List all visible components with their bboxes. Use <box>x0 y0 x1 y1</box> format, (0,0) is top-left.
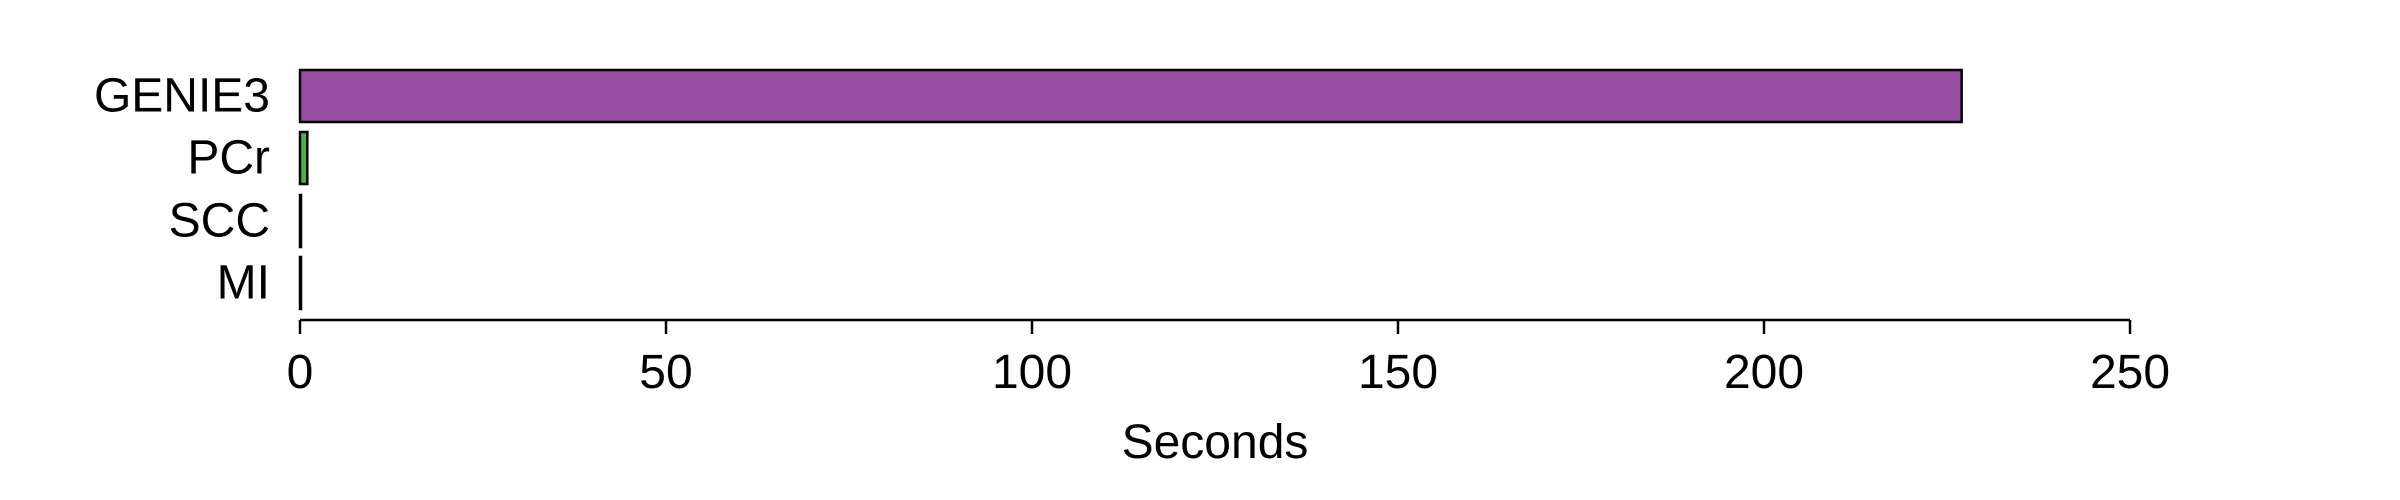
bar-pcr <box>298 130 309 186</box>
x-tick-label-200: 200 <box>1724 346 1804 399</box>
bar-scc <box>298 193 303 249</box>
category-label-pcr: PCr <box>187 132 270 185</box>
x-tick-label-150: 150 <box>1358 346 1438 399</box>
category-labels: GENIE3 PCr SCC MI <box>94 70 270 310</box>
category-label-scc: SCC <box>169 195 270 248</box>
x-axis: 0 50 100 150 200 250 <box>287 318 2170 399</box>
bars-layer <box>298 68 1963 311</box>
x-tick-label-0: 0 <box>287 346 314 399</box>
category-label-mi: MI <box>217 257 270 310</box>
bar-genie3 <box>298 68 1963 124</box>
bar-mi <box>298 255 303 311</box>
x-tick-label-100: 100 <box>992 346 1072 399</box>
x-tick-label-250: 250 <box>2090 346 2170 399</box>
category-label-genie3: GENIE3 <box>94 70 270 123</box>
x-axis-title: Seconds <box>1122 416 1309 469</box>
x-tick-label-50: 50 <box>639 346 692 399</box>
